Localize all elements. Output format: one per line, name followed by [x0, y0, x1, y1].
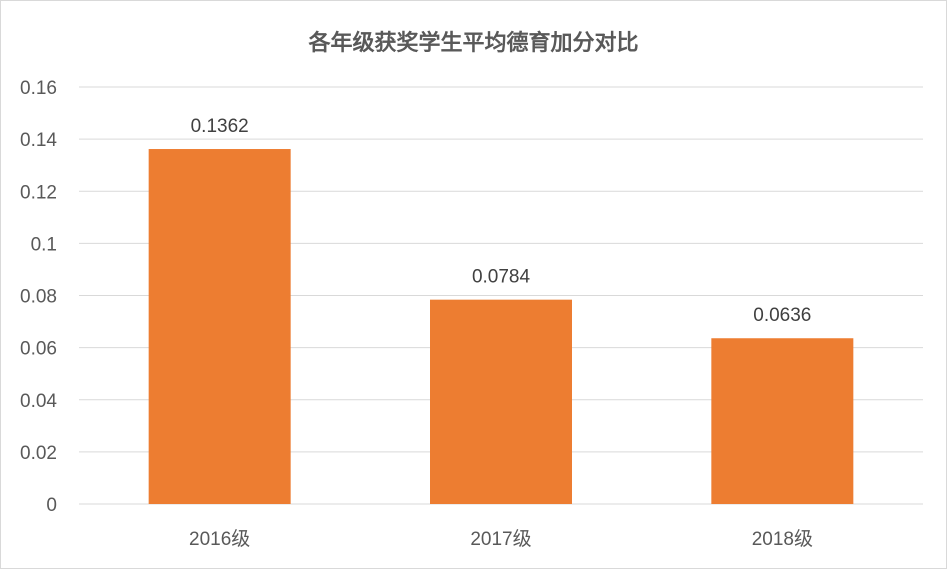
data-label: 0.0636: [753, 305, 811, 326]
chart-title: 各年级获奖学生平均德育加分对比: [308, 31, 639, 56]
bar: [430, 299, 572, 504]
bars: [148, 149, 854, 504]
y-tick-label: 0.14: [20, 130, 57, 151]
y-axis-ticks: 0 0.02 0.04 0.06 0.08 0.1 0.12 0.14 0.16: [20, 78, 57, 516]
y-tick-label: 0.16: [20, 78, 57, 99]
bar: [711, 338, 854, 504]
x-category-label: 2016级: [189, 528, 250, 550]
x-axis-categories: 2016级 2017级 2018级: [189, 528, 813, 550]
x-category-label: 2018级: [752, 528, 813, 550]
data-labels: 0.1362 0.0784 0.0636: [191, 116, 812, 326]
data-label: 0.0784: [472, 267, 531, 288]
y-tick-label: 0.04: [20, 391, 57, 412]
data-label: 0.1362: [191, 116, 249, 137]
y-tick-label: 0.02: [20, 443, 57, 464]
bar: [148, 149, 291, 504]
y-tick-label: 0.06: [20, 339, 57, 360]
y-tick-label: 0: [46, 495, 57, 516]
x-category-label: 2017级: [470, 528, 531, 550]
y-tick-label: 0.08: [20, 287, 57, 308]
y-tick-label: 0.1: [31, 234, 57, 255]
y-tick-label: 0.12: [20, 182, 57, 203]
